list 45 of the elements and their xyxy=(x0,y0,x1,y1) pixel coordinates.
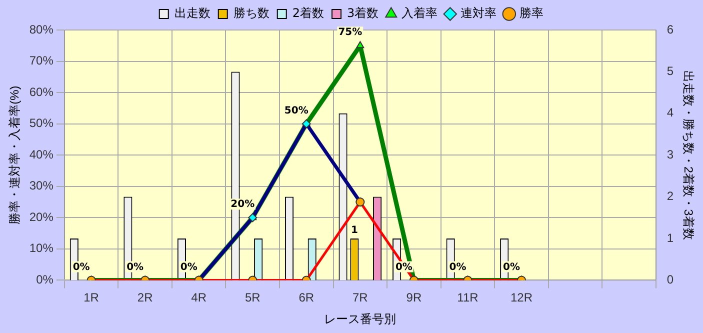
y2-tick-label: 0 xyxy=(666,272,674,287)
y-tick-label: 60% xyxy=(29,84,54,99)
y-tick-label: 40% xyxy=(29,147,54,162)
x-tick-label: 6R xyxy=(298,290,314,305)
y-tick-label: 10% xyxy=(29,241,54,256)
y-axis-title: 勝率・連対率・入着率(%) xyxy=(8,86,22,224)
data-label: 0% xyxy=(126,262,144,273)
y-tick-label: 30% xyxy=(29,178,54,193)
y2-tick-label: 2 xyxy=(666,189,674,204)
data-label: 20% xyxy=(230,199,255,210)
legend-label: 連対率 xyxy=(460,6,497,20)
x-tick-label: 1R xyxy=(84,290,100,305)
data-label: 0% xyxy=(395,262,412,273)
legend-label: 2着数 xyxy=(292,6,324,20)
y2-tick-label: 4 xyxy=(666,106,674,120)
y-tick-label: 0% xyxy=(36,272,54,287)
legend-label: 勝ち数 xyxy=(233,6,270,20)
y-tick-label: 50% xyxy=(29,116,54,130)
x-tick-label: 4R xyxy=(191,290,207,305)
x-tick-label: 7R xyxy=(352,290,368,305)
data-label: 1 xyxy=(350,225,358,236)
y-tick-label: 20% xyxy=(29,210,54,224)
data-label: 0% xyxy=(180,262,198,273)
legend-label: 勝率 xyxy=(520,6,544,20)
data-label: 0% xyxy=(72,262,90,273)
legend-label: 出走数 xyxy=(174,6,210,20)
x-tick-label: 11R xyxy=(457,290,479,305)
y-tick-label: 70% xyxy=(29,54,54,68)
y2-tick-label: 3 xyxy=(666,147,674,162)
legend-label: 3着数 xyxy=(347,6,379,20)
data-label: 75% xyxy=(338,27,362,38)
x-tick-label: 2R xyxy=(137,290,154,305)
y2-tick-label: 6 xyxy=(666,22,674,36)
legend-label: 入着率 xyxy=(402,6,438,20)
x-axis-title: レース番号別 xyxy=(324,312,396,326)
data-label: 50% xyxy=(284,105,308,116)
y2-axis-title: 出走数・勝ち数・2着数・3着数 xyxy=(681,70,696,240)
x-tick-label: 12R xyxy=(510,290,533,305)
data-label: 0% xyxy=(503,262,520,273)
x-tick-label: 9R xyxy=(406,290,422,305)
y2-tick-label: 5 xyxy=(666,64,674,78)
y-tick-label: 80% xyxy=(29,22,54,36)
data-label: 0% xyxy=(449,262,466,273)
y2-tick-label: 1 xyxy=(666,230,674,245)
x-tick-label: 5R xyxy=(244,290,261,305)
